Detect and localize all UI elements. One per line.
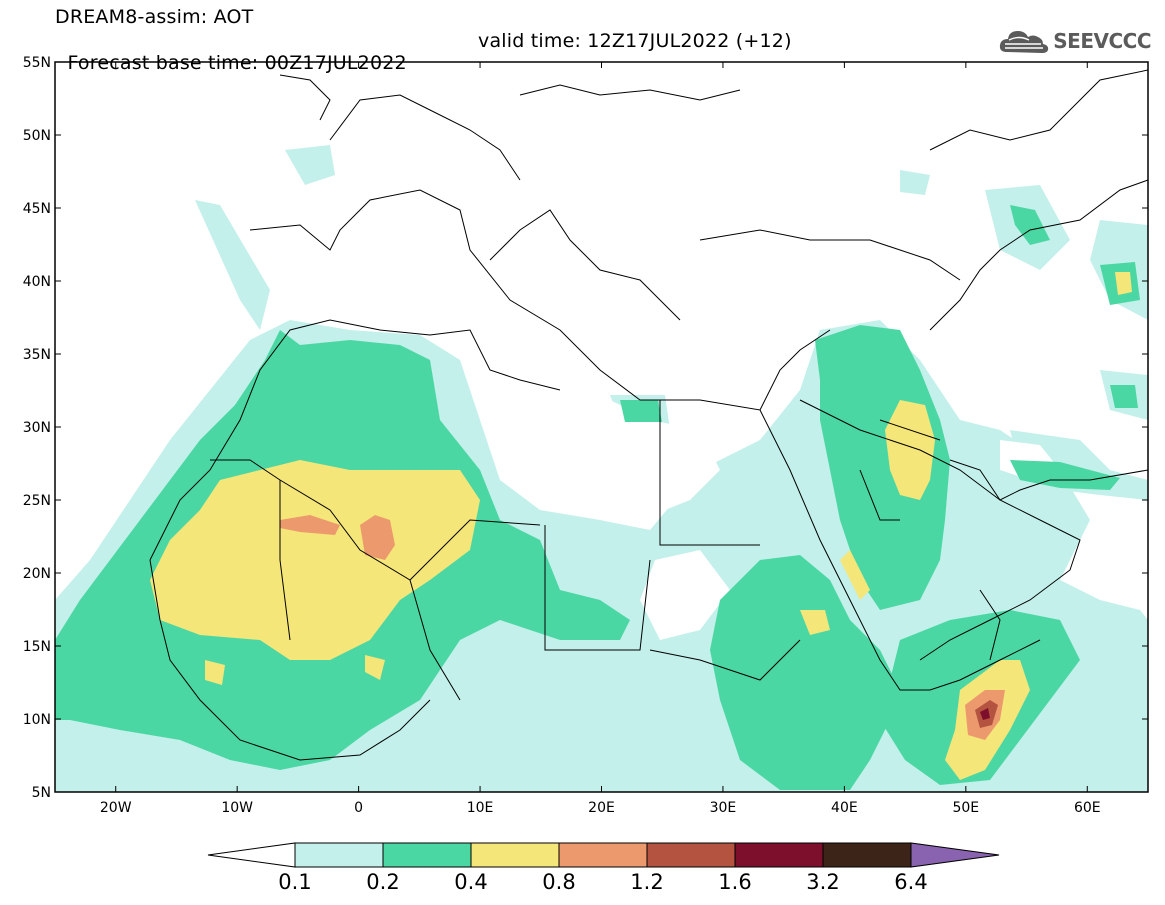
colorbar-level-label: 0.4 [454,870,487,894]
lon-tick-label: 40E [831,800,858,816]
colorbar-level-label: 3.2 [806,870,839,894]
lon-tick-label: 30E [710,800,737,816]
lon-tick-label: 10E [467,800,494,816]
lon-tick-label: 0 [354,800,363,816]
seevccc-logo: SEEVCCC [997,26,1151,56]
cloud-icon [1000,31,1049,53]
colorbar-swatch [822,842,912,868]
lat-tick-label: 15N [23,639,51,655]
colorbar-level-label: 0.8 [542,870,575,894]
map-title: DREAM8-assim: AOT [55,6,254,28]
forecast-times: Forecast base time: 00Z17JUL2022 valid t… [55,30,791,96]
lat-tick-label: 40N [23,274,51,290]
colorbar-swatch [734,842,824,868]
base-time: Forecast base time: 00Z17JUL2022 [67,52,407,74]
colorbar-level-label: 0.2 [366,870,399,894]
colorbar-swatch [558,842,648,868]
colorbar-swatch [294,842,384,868]
colorbar-low-triangle [207,842,296,868]
colorbar-high-triangle [910,842,1000,868]
lat-tick-label: 25N [23,493,51,509]
coastlines-borders [149,69,1148,761]
logo-text: SEEVCCC [1053,29,1151,53]
latitude-axis: 55N 50N 45N 40N 35N 30N 25N 20N 15N 10N 5N [23,55,1148,801]
lat-tick-label: 45N [23,201,51,217]
lon-tick-label: 20W [100,800,132,816]
colorbar-swatch [470,842,560,868]
longitude-axis: 20W 10W 0 10E 20E 30E 40E 50E 60E [100,62,1101,816]
lat-tick-label: 50N [23,128,51,144]
lon-tick-label: 60E [1074,800,1101,816]
colorbar: 0.1 0.2 0.4 0.8 1.2 1.6 3.2 6.4 [207,842,1000,894]
aot-field [55,145,1148,792]
colorbar-level-label: 1.6 [718,870,751,894]
lat-tick-label: 10N [23,712,51,728]
colorbar-swatch [646,842,736,868]
colorbar-level-label: 6.4 [894,870,927,894]
lat-tick-label: 5N [32,785,51,801]
valid-time: valid time: 12Z17JUL2022 (+12) [478,30,792,52]
lon-tick-label: 50E [952,800,979,816]
lon-tick-label: 20E [588,800,615,816]
lat-tick-label: 30N [23,420,51,436]
lat-tick-label: 55N [23,55,51,71]
colorbar-level-label: 1.2 [630,870,663,894]
lon-tick-label: 10W [221,800,253,816]
aot-level-1-6 [980,708,990,720]
colorbar-level-label: 0.1 [278,870,311,894]
colorbar-swatch [382,842,472,868]
lat-tick-label: 35N [23,347,51,363]
lat-tick-label: 20N [23,566,51,582]
